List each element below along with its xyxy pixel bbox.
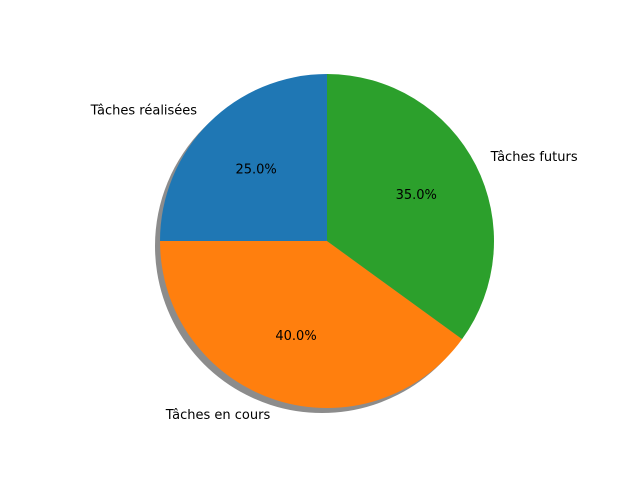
slice-label-taches-realisees: Tâches réalisées	[90, 104, 198, 119]
slice-percent-taches-en-cours: 40.0%	[275, 329, 316, 344]
pie-slice-taches-realisees	[160, 74, 327, 241]
slice-percent-taches-realisees: 25.0%	[235, 163, 276, 178]
pie-slice-taches-en-cours	[160, 241, 463, 408]
slice-percent-taches-futurs: 35.0%	[396, 188, 437, 203]
pie-slices	[160, 74, 494, 408]
slice-label-taches-en-cours: Tâches en cours	[165, 408, 271, 423]
pie-slice-taches-futurs	[327, 74, 494, 340]
slice-label-taches-futurs: Tâches futurs	[490, 150, 578, 165]
pie-labels: Tâches réalisées 25.0% Tâches en cours 40.0…	[90, 104, 578, 424]
